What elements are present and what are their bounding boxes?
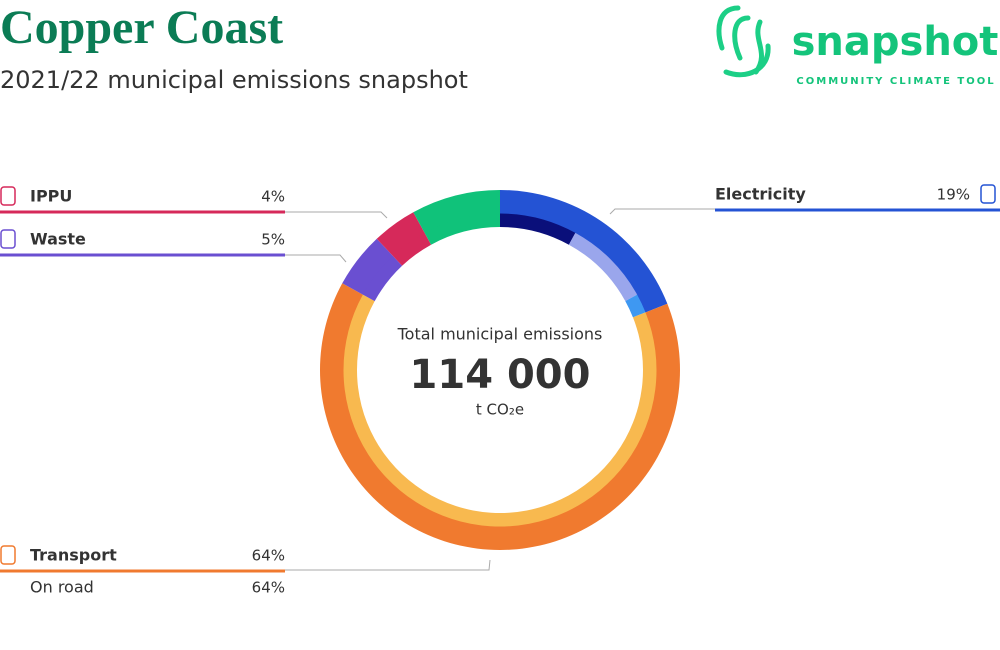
subsector-segment xyxy=(392,232,432,266)
subtitle: 2021/22 municipal emissions snapshot xyxy=(0,66,468,94)
donut-chart: Total municipal emissions 114 000 t CO₂e El… xyxy=(0,184,1000,597)
category-icon xyxy=(980,184,996,204)
subsector-label: On road xyxy=(30,578,94,597)
category-icon xyxy=(0,229,16,249)
donut-segment xyxy=(413,190,500,234)
leader-line xyxy=(285,254,347,263)
leader-line xyxy=(285,211,388,219)
category-value: 4% xyxy=(261,188,285,206)
center-value: 114 000 xyxy=(410,352,591,398)
category-label: IPPU xyxy=(30,187,72,206)
subsector-segment xyxy=(500,213,576,245)
title: Copper Coast xyxy=(0,1,283,54)
category-label: Electricity xyxy=(715,185,806,204)
logo-tagline: COMMUNITY CLIMATE TOOL xyxy=(796,76,995,87)
subsector-value: 64% xyxy=(252,579,285,597)
subsector-segment xyxy=(625,294,646,318)
logo: snapshot COMMUNITY CLIMATE TOOL xyxy=(716,5,999,87)
subsector-segment xyxy=(568,232,638,302)
donut-segment xyxy=(500,190,668,313)
logo-mark xyxy=(716,5,771,78)
leader-line xyxy=(285,559,491,571)
category-value: 19% xyxy=(937,186,970,204)
center-unit: t CO₂e xyxy=(476,401,524,419)
category-label: Waste xyxy=(30,230,86,249)
subsector-segment xyxy=(362,255,403,302)
category-label: Transport xyxy=(30,546,117,565)
subsector-segment xyxy=(424,213,500,245)
donut-segment xyxy=(342,238,394,295)
category-icon xyxy=(0,545,16,565)
category-value: 64% xyxy=(252,547,285,565)
logo-name: snapshot xyxy=(792,19,999,65)
category-icon xyxy=(0,186,16,206)
donut-segment xyxy=(376,212,425,257)
center-label: Total municipal emissions xyxy=(397,325,603,344)
leader-line xyxy=(609,208,715,215)
category-value: 5% xyxy=(261,231,285,249)
